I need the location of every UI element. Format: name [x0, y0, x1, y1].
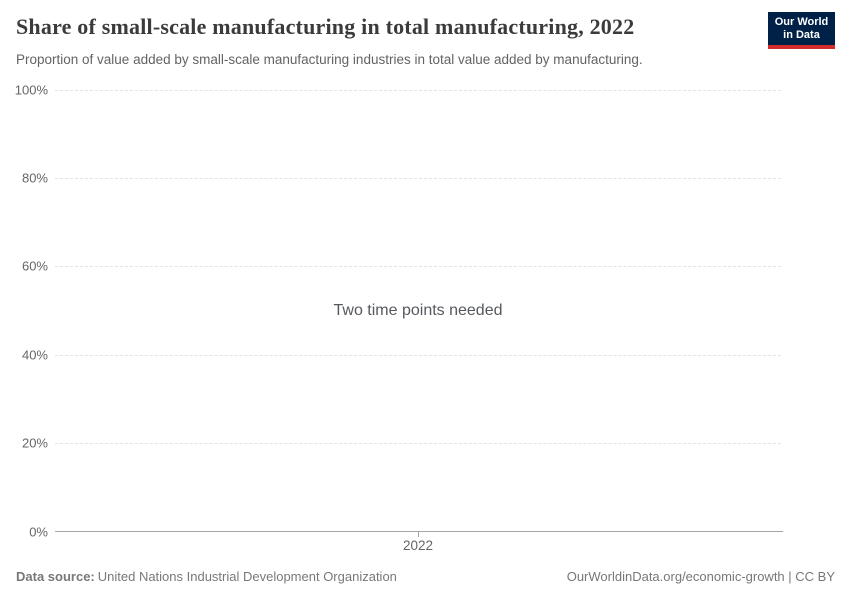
empty-state-message: Two time points needed — [333, 302, 503, 319]
owid-logo-line2: in Data — [783, 29, 820, 41]
x-tick-mark — [418, 532, 419, 537]
attribution-link[interactable]: OurWorldinData.org/economic-growth | CC … — [566, 569, 835, 584]
gridline — [55, 178, 781, 179]
gridline — [55, 90, 781, 91]
owid-logo-line1: Our World — [774, 16, 829, 28]
y-tick-label-100: 100% — [14, 82, 48, 98]
gridline — [55, 443, 781, 444]
data-source-label: Data source: — [16, 569, 95, 584]
y-tick-label-60: 60% — [21, 258, 48, 274]
page-title: Share of small-scale manufacturing in to… — [16, 14, 635, 39]
y-tick-label-80: 80% — [21, 170, 48, 186]
x-axis-line — [55, 531, 783, 532]
gridline — [55, 266, 781, 267]
y-tick-label-0: 0% — [29, 524, 48, 540]
owid-logo[interactable]: Our World in Data — [768, 12, 835, 49]
gridline — [55, 355, 781, 356]
chart-subtitle: Proportion of value added by small-scale… — [16, 52, 643, 67]
data-source-note: Data source: United Nations Industrial De… — [16, 569, 397, 584]
y-tick-label-20: 20% — [21, 435, 48, 451]
x-tick-label-2022: 2022 — [402, 538, 434, 553]
y-tick-label-40: 40% — [21, 347, 48, 363]
data-source-value: United Nations Industrial Development Or… — [97, 569, 397, 584]
